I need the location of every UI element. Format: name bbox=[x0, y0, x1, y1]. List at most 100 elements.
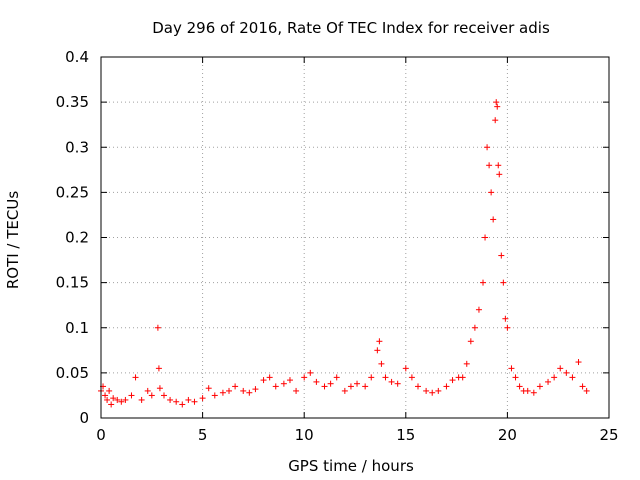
data-point bbox=[160, 392, 167, 399]
data-point bbox=[128, 392, 135, 399]
data-point bbox=[266, 374, 273, 381]
data-point bbox=[272, 383, 279, 390]
data-point bbox=[205, 385, 212, 392]
data-point bbox=[484, 144, 491, 151]
data-point bbox=[341, 387, 348, 394]
data-point bbox=[148, 392, 155, 399]
y-tick-label: 0.15 bbox=[56, 274, 89, 292]
data-point bbox=[498, 252, 505, 259]
data-point bbox=[122, 396, 129, 403]
y-tick-label: 0.4 bbox=[65, 48, 89, 66]
data-point bbox=[102, 392, 109, 399]
data-point bbox=[185, 396, 192, 403]
data-point bbox=[414, 383, 421, 390]
y-tick-label: 0 bbox=[79, 409, 89, 427]
x-tick-label: 15 bbox=[396, 426, 415, 444]
y-tick-label: 0.3 bbox=[65, 138, 89, 156]
data-point bbox=[502, 315, 509, 322]
data-point bbox=[475, 306, 482, 313]
data-point bbox=[496, 171, 503, 178]
data-point bbox=[260, 377, 267, 384]
data-point bbox=[569, 374, 576, 381]
data-point bbox=[144, 387, 151, 394]
data-point bbox=[211, 392, 218, 399]
data-point bbox=[106, 387, 113, 394]
data-point bbox=[368, 374, 375, 381]
data-point bbox=[114, 396, 121, 403]
data-point bbox=[156, 385, 163, 392]
data-point bbox=[382, 374, 389, 381]
data-point bbox=[583, 387, 590, 394]
data-point bbox=[545, 378, 552, 385]
data-point bbox=[378, 360, 385, 367]
data-point bbox=[199, 395, 206, 402]
data-point bbox=[423, 387, 430, 394]
data-point bbox=[104, 396, 111, 403]
data-point bbox=[551, 374, 558, 381]
data-point bbox=[108, 401, 115, 408]
y-axis-label: ROTI / TECUs bbox=[4, 191, 22, 289]
x-tick-label: 10 bbox=[295, 426, 314, 444]
data-point bbox=[333, 374, 340, 381]
grid bbox=[101, 57, 609, 418]
data-point bbox=[516, 383, 523, 390]
data-point bbox=[286, 377, 293, 384]
y-tick-label: 0.1 bbox=[65, 319, 89, 337]
data-points bbox=[98, 99, 590, 408]
data-point bbox=[459, 374, 466, 381]
data-point bbox=[118, 398, 125, 405]
data-point bbox=[463, 360, 470, 367]
data-point bbox=[508, 365, 515, 372]
data-point bbox=[495, 162, 502, 169]
data-point bbox=[494, 103, 501, 110]
data-point bbox=[327, 380, 334, 387]
x-tick-label: 5 bbox=[198, 426, 208, 444]
x-tick-label: 25 bbox=[599, 426, 618, 444]
data-point bbox=[575, 359, 582, 366]
data-point bbox=[354, 380, 361, 387]
data-point bbox=[246, 389, 253, 396]
data-point bbox=[480, 279, 487, 286]
data-point bbox=[154, 324, 161, 331]
data-point bbox=[536, 383, 543, 390]
data-point bbox=[493, 99, 500, 106]
data-point bbox=[471, 324, 478, 331]
data-point bbox=[280, 380, 287, 387]
data-point bbox=[408, 374, 415, 381]
y-tick-label: 0.2 bbox=[65, 229, 89, 247]
data-point bbox=[504, 324, 511, 331]
data-point bbox=[388, 378, 395, 385]
data-point bbox=[563, 369, 570, 376]
data-point bbox=[488, 189, 495, 196]
y-tick-label: 0.25 bbox=[56, 183, 89, 201]
data-point bbox=[579, 383, 586, 390]
data-point bbox=[435, 387, 442, 394]
data-point bbox=[240, 387, 247, 394]
data-point bbox=[179, 401, 186, 408]
data-point bbox=[362, 383, 369, 390]
data-point bbox=[394, 380, 401, 387]
data-point bbox=[482, 234, 489, 241]
data-point bbox=[132, 374, 139, 381]
data-point bbox=[500, 279, 507, 286]
data-point bbox=[374, 347, 381, 354]
data-point bbox=[376, 338, 383, 345]
data-point bbox=[490, 216, 497, 223]
data-point bbox=[443, 383, 450, 390]
data-point bbox=[313, 378, 320, 385]
data-point bbox=[307, 369, 314, 376]
data-point bbox=[486, 162, 493, 169]
y-tick-label: 0.05 bbox=[56, 364, 89, 382]
data-point bbox=[138, 396, 145, 403]
y-tick-label: 0.35 bbox=[56, 93, 89, 111]
data-point bbox=[301, 374, 308, 381]
chart-title: Day 296 of 2016, Rate Of TEC Index for r… bbox=[152, 19, 550, 37]
data-point bbox=[347, 383, 354, 390]
data-point bbox=[110, 395, 117, 402]
x-tick-label: 0 bbox=[96, 426, 106, 444]
data-point bbox=[219, 389, 226, 396]
data-point bbox=[429, 389, 436, 396]
data-point bbox=[512, 374, 519, 381]
data-point bbox=[155, 365, 162, 372]
data-point bbox=[232, 383, 239, 390]
